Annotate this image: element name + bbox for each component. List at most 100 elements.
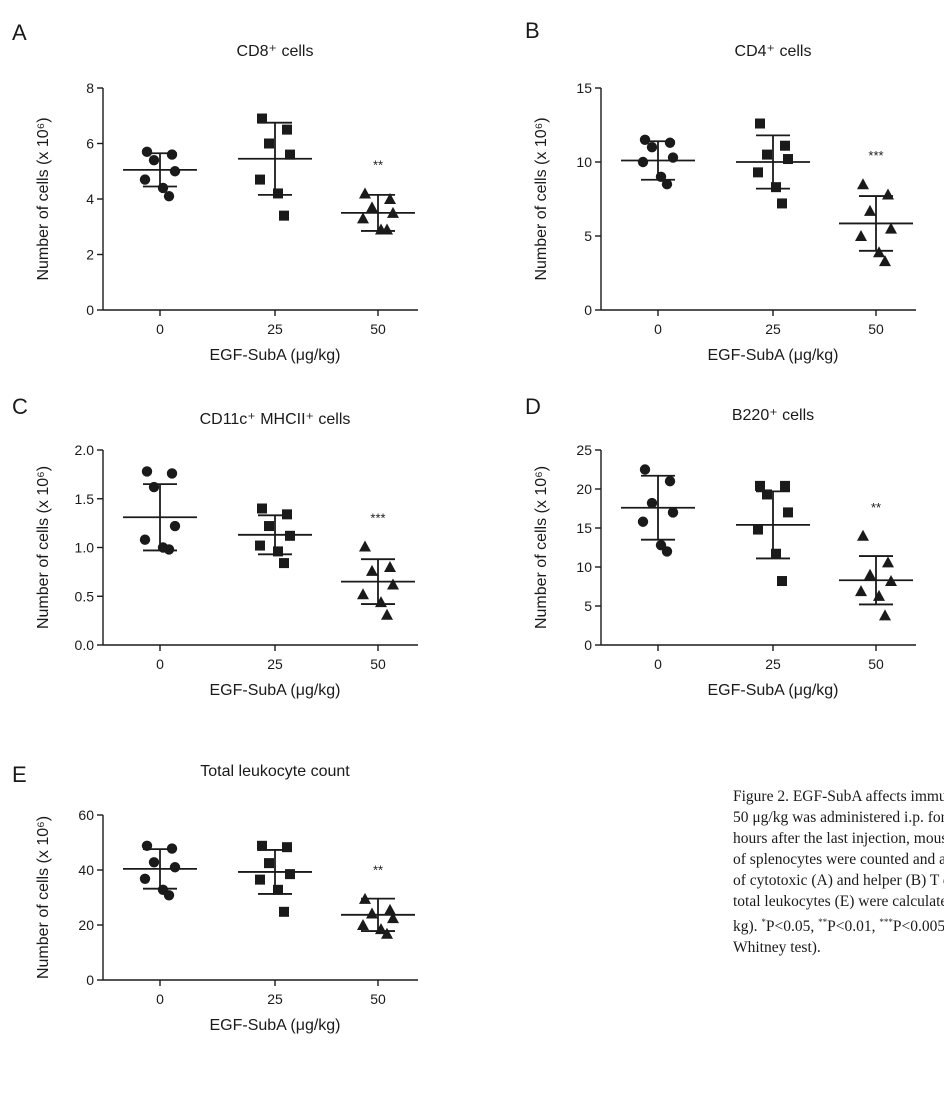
data-point-square: [755, 480, 765, 491]
group-50: **: [341, 157, 415, 235]
x-tick-label: 0: [156, 991, 164, 1007]
y-axis-label: Number of cells (x 10⁶): [35, 466, 52, 629]
x-tick-label: 25: [267, 656, 283, 672]
y-tick-label: 2.0: [75, 442, 95, 458]
x-axis-label: EGF-SubA (μg/kg): [209, 1017, 340, 1034]
data-point-square: [273, 884, 283, 895]
data-point-triangle: [381, 608, 393, 620]
data-point-circle: [639, 134, 651, 145]
data-point-triangle: [384, 561, 396, 572]
y-tick-label: 1.5: [75, 491, 95, 507]
data-point-triangle: [357, 212, 369, 224]
data-point-triangle: [359, 540, 371, 552]
x-tick-label: 0: [156, 656, 164, 672]
caption-line: Whitney test).: [733, 939, 821, 957]
group-25: [238, 503, 312, 569]
data-point-circle: [667, 152, 679, 163]
data-point-square: [285, 869, 295, 880]
group-25: [238, 840, 312, 917]
data-point-circle: [169, 166, 181, 177]
y-tick-label: 10: [576, 154, 592, 170]
group-0: [123, 146, 197, 202]
data-point-circle: [163, 890, 175, 901]
significance-label: **: [871, 500, 881, 515]
data-point-circle: [646, 142, 658, 153]
data-point-square: [255, 540, 265, 551]
y-tick-label: 0: [86, 302, 94, 318]
group-0: [621, 464, 695, 557]
x-tick-label: 25: [765, 321, 781, 337]
data-point-triangle: [387, 578, 399, 590]
caption-line: kg). *P<0.05, **P<0.01, ***P<0.005 compa…: [733, 917, 944, 936]
data-point-triangle: [381, 223, 393, 235]
data-point-circle: [166, 149, 178, 160]
data-point-triangle: [882, 188, 894, 200]
data-point-circle: [655, 171, 667, 182]
data-point-square: [771, 182, 781, 193]
data-point-circle: [139, 873, 151, 884]
x-tick-label: 50: [868, 656, 884, 672]
y-tick-label: 60: [78, 807, 94, 823]
data-point-triangle: [375, 596, 387, 608]
significance-label: ***: [370, 511, 385, 526]
chart-title: B220⁺ cells: [732, 407, 814, 424]
data-point-triangle: [384, 903, 396, 915]
data-point-square: [282, 124, 292, 135]
data-point-circle: [169, 520, 181, 532]
data-point-circle: [664, 476, 676, 487]
data-point-triangle: [366, 201, 378, 213]
data-point-square: [257, 840, 267, 851]
data-point-square: [273, 546, 283, 557]
y-tick-label: 8: [86, 80, 94, 96]
group-50: ***: [341, 511, 415, 620]
data-point-triangle: [855, 585, 867, 597]
data-point-triangle: [882, 556, 894, 568]
y-tick-label: 2: [86, 247, 94, 263]
x-axis-label: EGF-SubA (μg/kg): [707, 347, 838, 364]
data-point-square: [783, 154, 793, 165]
data-point-circle: [157, 182, 169, 194]
data-point-square: [264, 521, 274, 532]
data-point-square: [755, 118, 765, 129]
group-0: [621, 134, 695, 190]
x-tick-label: 25: [267, 991, 283, 1007]
caption-line: 50 μg/kg was administered i.p. for three…: [733, 809, 944, 826]
data-point-triangle: [375, 923, 387, 935]
x-tick-label: 0: [654, 321, 662, 337]
data-point-triangle: [857, 178, 869, 190]
y-axis-label: Number of cells (x 10⁶): [35, 117, 52, 280]
data-point-square: [264, 138, 274, 149]
data-point-triangle: [359, 187, 371, 199]
significance-label: **: [373, 157, 383, 172]
data-point-triangle: [879, 609, 891, 621]
data-point-square: [762, 149, 772, 160]
data-point-circle: [139, 534, 151, 545]
chart-title: CD4⁺ cells: [735, 43, 812, 60]
data-point-square: [753, 167, 763, 178]
data-point-triangle: [855, 230, 867, 241]
x-tick-label: 0: [654, 656, 662, 672]
y-axis-label: Number of cells (x 10⁶): [533, 466, 550, 629]
data-point-square: [285, 149, 295, 160]
data-point-square: [279, 210, 289, 221]
y-tick-label: 0: [584, 637, 592, 653]
x-axis-label: EGF-SubA (μg/kg): [209, 682, 340, 699]
data-point-square: [255, 874, 265, 885]
data-point-circle: [163, 191, 175, 202]
data-point-triangle: [357, 919, 369, 930]
group-50: **: [839, 500, 913, 621]
caption-line: total leukocytes (E) were calculated. n=…: [733, 893, 944, 910]
data-point-square: [762, 489, 772, 500]
chart-panel-d: D B220⁺ cells 0 5 10 15 20 25 0 25 50 EGF-SubA (μg/…: [525, 394, 916, 699]
y-tick-label: 25: [576, 442, 592, 458]
x-tick-label: 50: [868, 321, 884, 337]
data-point-square: [264, 858, 274, 869]
y-tick-label: 0: [86, 972, 94, 988]
data-point-square: [282, 842, 292, 853]
data-point-circle: [163, 544, 175, 555]
data-point-square: [255, 174, 265, 185]
data-point-triangle: [384, 193, 396, 204]
data-point-square: [257, 503, 267, 514]
data-point-triangle: [873, 246, 885, 258]
y-tick-label: 0.0: [75, 637, 95, 653]
